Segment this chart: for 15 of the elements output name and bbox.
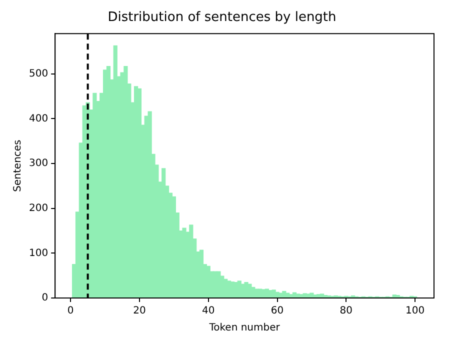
y-tick-label: 0: [42, 292, 48, 304]
x-tick-label: 100: [406, 306, 425, 317]
x-axis-title: Token number: [208, 322, 281, 334]
y-tick-label: 300: [28, 158, 48, 170]
x-tick-label: 20: [133, 306, 146, 317]
x-tick-label: 40: [202, 306, 215, 317]
y-axis-title: Sentences: [12, 140, 24, 192]
y-tick-label: 100: [28, 248, 48, 259]
x-tick-label: 0: [67, 306, 74, 317]
y-tick-label: 200: [28, 202, 48, 214]
y-tick-label: 400: [28, 113, 48, 124]
x-tick-label: 60: [270, 306, 284, 317]
chart-title: Distribution of sentences by length: [108, 10, 336, 26]
y-tick-label: 500: [28, 68, 48, 80]
x-tick-label: 80: [340, 306, 353, 317]
